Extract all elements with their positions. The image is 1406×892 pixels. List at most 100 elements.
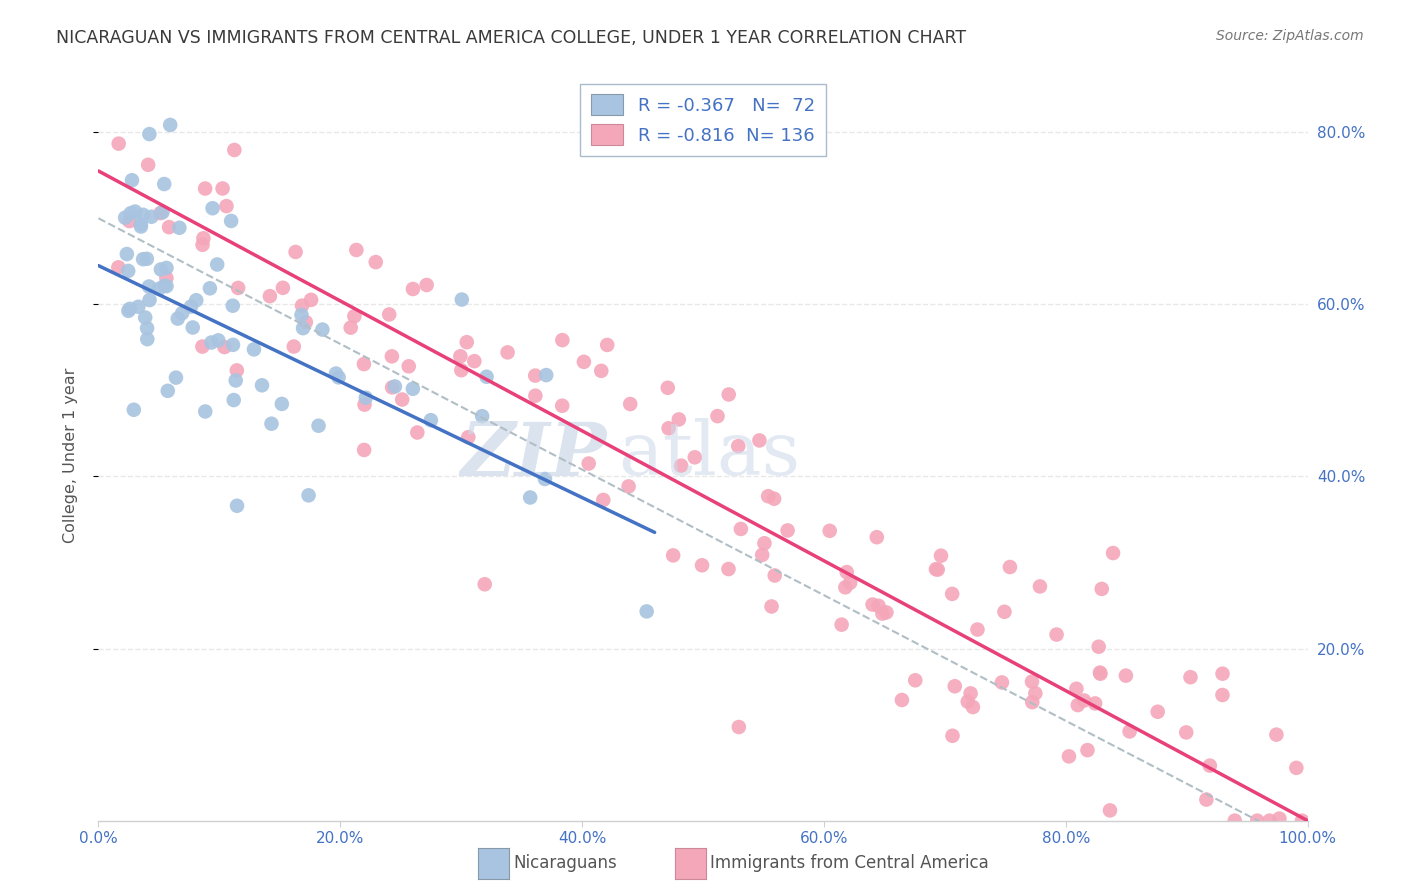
- Point: [1024, 686, 1046, 700]
- Point: [834, 580, 856, 594]
- Point: [325, 367, 347, 381]
- Point: [690, 558, 713, 573]
- Point: [194, 181, 217, 195]
- Point: [1246, 814, 1268, 828]
- Point: [156, 384, 179, 398]
- Point: [1258, 814, 1281, 828]
- Text: atlas: atlas: [619, 418, 800, 491]
- Point: [636, 604, 658, 618]
- Point: [284, 244, 307, 259]
- Point: [657, 381, 679, 395]
- Point: [290, 308, 312, 322]
- Point: [966, 623, 988, 637]
- Legend: R = -0.367   N=  72, R = -0.816  N= 136: R = -0.367 N= 72, R = -0.816 N= 136: [581, 84, 825, 156]
- Point: [1265, 728, 1288, 742]
- Point: [1098, 804, 1121, 818]
- Point: [717, 562, 740, 576]
- Point: [153, 177, 176, 191]
- Point: [381, 349, 404, 363]
- Point: [717, 387, 740, 401]
- Text: Immigrants from Central America: Immigrants from Central America: [710, 855, 988, 872]
- Point: [551, 333, 574, 347]
- Point: [683, 450, 706, 465]
- Point: [1088, 665, 1111, 680]
- Point: [270, 397, 292, 411]
- Point: [124, 204, 146, 219]
- Point: [943, 679, 966, 693]
- Point: [1212, 666, 1234, 681]
- Point: [354, 391, 377, 405]
- Point: [862, 598, 884, 612]
- Point: [748, 434, 770, 448]
- Point: [378, 307, 401, 321]
- Point: [991, 675, 1014, 690]
- Point: [1195, 792, 1218, 806]
- Point: [343, 309, 366, 323]
- Point: [730, 522, 752, 536]
- Point: [756, 489, 779, 503]
- Point: [1084, 697, 1107, 711]
- Point: [1285, 761, 1308, 775]
- Point: [551, 399, 574, 413]
- Point: [727, 720, 749, 734]
- Point: [127, 300, 149, 314]
- Point: [136, 321, 159, 335]
- Point: [668, 412, 690, 426]
- Point: [225, 363, 247, 377]
- Point: [132, 252, 155, 267]
- Point: [524, 368, 547, 383]
- Point: [1198, 758, 1220, 772]
- Point: [207, 334, 229, 348]
- Point: [474, 577, 496, 591]
- Point: [1268, 812, 1291, 826]
- Point: [141, 210, 163, 224]
- Point: [406, 425, 429, 440]
- Point: [121, 173, 143, 187]
- Point: [107, 260, 129, 275]
- Point: [1175, 725, 1198, 739]
- Point: [215, 199, 238, 213]
- Point: [761, 599, 783, 614]
- Point: [138, 293, 160, 307]
- Point: [1087, 640, 1109, 654]
- Point: [450, 293, 472, 307]
- Point: [166, 311, 188, 326]
- Point: [299, 293, 322, 307]
- Point: [763, 491, 786, 506]
- Text: NICARAGUAN VS IMMIGRANTS FROM CENTRAL AMERICA COLLEGE, UNDER 1 YEAR CORRELATION : NICARAGUAN VS IMMIGRANTS FROM CENTRAL AM…: [56, 29, 966, 47]
- Point: [149, 206, 172, 220]
- Point: [122, 402, 145, 417]
- Point: [222, 338, 245, 352]
- Point: [662, 549, 685, 563]
- Point: [136, 158, 159, 172]
- Point: [496, 345, 519, 359]
- Point: [155, 271, 177, 285]
- Point: [617, 479, 640, 493]
- Point: [1066, 681, 1088, 696]
- Point: [118, 214, 141, 228]
- Point: [1029, 579, 1052, 593]
- Point: [271, 281, 294, 295]
- Point: [159, 118, 181, 132]
- Point: [169, 220, 191, 235]
- Point: [1076, 743, 1098, 757]
- Point: [572, 355, 595, 369]
- Point: [148, 282, 170, 296]
- Point: [134, 310, 156, 325]
- Point: [157, 220, 180, 235]
- Point: [114, 211, 136, 225]
- Point: [129, 219, 152, 234]
- Point: [1118, 724, 1140, 739]
- Point: [191, 340, 214, 354]
- Point: [180, 300, 202, 314]
- Text: ZIP: ZIP: [460, 418, 606, 491]
- Point: [727, 439, 749, 453]
- Point: [1146, 705, 1168, 719]
- Point: [224, 143, 246, 157]
- Point: [353, 442, 375, 457]
- Point: [115, 247, 138, 261]
- Point: [117, 303, 139, 318]
- Point: [402, 282, 425, 296]
- Point: [384, 379, 406, 393]
- Point: [1115, 668, 1137, 682]
